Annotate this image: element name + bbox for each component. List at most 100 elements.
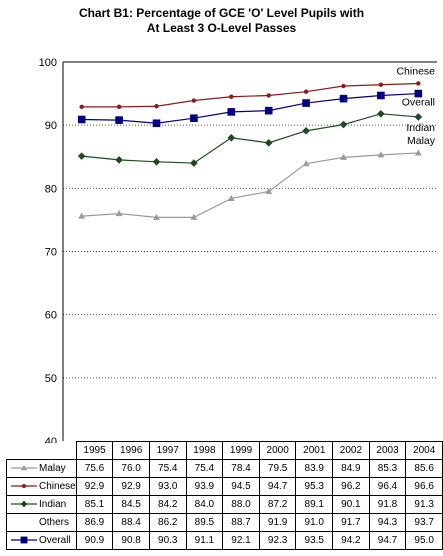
table-cell-indian-1995: 85.1	[75, 495, 114, 514]
table-cell-malay-1995: 75.6	[75, 459, 114, 478]
table-cell-malay-1997: 75.4	[148, 459, 187, 478]
table-cell-overall-2000: 92.3	[258, 531, 297, 550]
table-cell-overall-1998: 91.1	[185, 531, 224, 550]
legend-marker-svg-overall	[11, 537, 37, 544]
legend-symbol-malay	[20, 465, 28, 471]
series-annotation-chinese: Chinese	[396, 65, 435, 77]
point-indian-2002	[339, 120, 348, 129]
series-name-malay: Malay	[39, 462, 66, 474]
point-chinese-2003	[378, 82, 384, 87]
table-cell-others-2003: 94.3	[368, 513, 407, 532]
series-line-malay	[81, 152, 419, 218]
point-indian-1998	[190, 159, 198, 167]
table-cell-malay-2004: 85.6	[405, 459, 443, 478]
point-chinese-1999	[229, 94, 234, 99]
point-chinese-2000	[266, 93, 271, 98]
table-year-1998: 1998	[185, 441, 224, 460]
table-year-2001: 2001	[295, 441, 334, 460]
point-overall-1999	[227, 108, 236, 116]
point-chinese-2001	[303, 89, 309, 94]
point-malay-1997	[153, 213, 160, 220]
table-cell-indian-1999: 88.0	[222, 495, 260, 514]
table-header-row: 1995 1996 1997 1998 1999 2000 2001 2002 2003 2004	[7, 441, 443, 460]
point-chinese-1998	[191, 98, 197, 103]
table-cell-overall-1999: 92.1	[222, 531, 260, 550]
chart-title-line-2: At Least 3 O-Level Passes	[146, 21, 297, 35]
table-year-1999: 1999	[222, 441, 260, 460]
table-cell-chinese-1997: 93.0	[148, 477, 187, 496]
series-annotation-indian: Indian	[406, 122, 435, 134]
table-year-2004: 2004	[405, 441, 443, 460]
table-year-1995: 1995	[75, 441, 114, 460]
table-cell-malay-2002: 84.9	[332, 459, 370, 478]
point-chinese-2004	[416, 81, 421, 86]
table-row-label-chinese: Chinese	[6, 477, 77, 496]
table-cell-overall-2004: 95.0	[405, 531, 443, 550]
y-tick-label-60: 60	[45, 310, 57, 322]
legend-symbol-chinese	[22, 484, 26, 489]
point-chinese-2002	[341, 83, 346, 89]
table-cell-indian-2001: 89.1	[295, 495, 334, 514]
table-cell-malay-2000: 79.5	[258, 459, 297, 478]
point-overall-1995	[77, 115, 86, 124]
point-overall-1997	[152, 119, 161, 128]
table-row-malay: Malay 75.6 76.0 75.4 75.4 78.4 79.5 83.9 84.9 85.…	[6, 459, 443, 478]
point-chinese-1997	[154, 104, 159, 109]
table-cell-chinese-1995: 92.9	[75, 477, 114, 496]
table-year-1997: 1997	[148, 441, 187, 460]
table-cell-others-1997: 86.2	[148, 513, 187, 532]
table-cell-overall-2001: 93.5	[295, 531, 334, 550]
table-cell-indian-2000: 87.2	[258, 495, 297, 514]
series-line-indian	[81, 113, 419, 164]
point-malay-1996	[115, 210, 123, 217]
table-year-1996: 1996	[112, 441, 150, 460]
point-indian-1997	[152, 158, 161, 166]
table-cell-chinese-1996: 92.9	[112, 477, 150, 496]
data-table: 1995 1996 1997 1998 1999 2000 2001 2002 2003 2004…	[6, 441, 443, 550]
legend-symbol-overall	[20, 537, 28, 544]
point-chinese-1995	[79, 104, 84, 110]
point-indian-2003	[377, 109, 385, 118]
y-tick-label-40: 40	[45, 436, 57, 443]
table-cell-others-1995: 86.9	[75, 513, 114, 532]
y-tick-label-70: 70	[45, 247, 57, 259]
table-cell-chinese-2000: 94.7	[258, 477, 297, 496]
table-cell-chinese-2002: 96.2	[332, 477, 370, 496]
legend-marker-svg-chinese	[11, 484, 37, 489]
point-malay-1998	[190, 213, 198, 220]
y-tick-label-90: 90	[45, 120, 57, 132]
table-cell-chinese-2001: 95.3	[295, 477, 334, 496]
table-cell-overall-1995: 90.9	[75, 531, 114, 550]
table-cell-malay-1999: 78.4	[222, 459, 260, 478]
legend-marker-svg-indian	[11, 501, 37, 508]
table-cell-indian-1996: 84.5	[112, 495, 150, 514]
point-malay-2004	[414, 149, 422, 156]
table-year-2002: 2002	[332, 441, 370, 460]
table-cell-others-2002: 91.7	[332, 513, 370, 532]
table-row-label-overall: Overall	[6, 531, 77, 550]
table-cell-others-1996: 88.4	[112, 513, 150, 532]
series-line-overall	[81, 92, 419, 124]
series-name-chinese: Chinese	[39, 480, 76, 492]
table-year-2000: 2000	[258, 441, 297, 460]
table-row-label-malay: Malay	[6, 459, 77, 478]
table-cell-indian-1997: 84.2	[148, 495, 187, 514]
point-indian-1996	[115, 156, 123, 164]
point-malay-2001	[302, 160, 310, 167]
legend-symbol-indian	[20, 501, 28, 508]
table-cell-others-1998: 89.5	[185, 513, 224, 532]
series-name-overall: Overall	[39, 534, 71, 546]
table-cell-overall-1997: 90.3	[148, 531, 187, 550]
table-cell-malay-2003: 85.3	[368, 459, 407, 478]
point-malay-1995	[78, 212, 86, 219]
table-cell-others-2000: 91.9	[258, 513, 297, 532]
table-cell-others-2004: 93.7	[405, 513, 443, 532]
legend-marker-malay	[9, 463, 39, 473]
table-cell-chinese-1998: 93.9	[185, 477, 224, 496]
table-cell-chinese-2004: 96.6	[405, 477, 443, 496]
table-corner	[7, 442, 77, 460]
table-cell-others-1999: 88.7	[222, 513, 260, 532]
table-cell-indian-1998: 84.0	[185, 495, 224, 514]
table-cell-overall-1996: 90.8	[112, 531, 150, 550]
table-row-chinese: Chinese 92.9 92.9 93.0 93.9 94.5 94.7 95.3 96.2 9…	[6, 477, 443, 496]
